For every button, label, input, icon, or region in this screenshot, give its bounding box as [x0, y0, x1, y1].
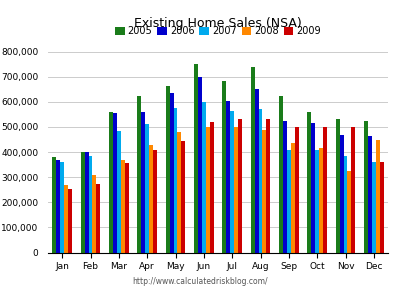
- Bar: [234, 127, 238, 253]
- Bar: [141, 112, 145, 253]
- Bar: [80, 152, 84, 253]
- Bar: [250, 67, 254, 253]
- Bar: [170, 93, 174, 253]
- Bar: [52, 157, 56, 253]
- Bar: [56, 160, 60, 253]
- Bar: [121, 160, 125, 253]
- Bar: [238, 119, 242, 253]
- Bar: [84, 152, 88, 253]
- Bar: [145, 125, 149, 253]
- Bar: [319, 148, 323, 253]
- Text: http://www.calculatedriskblog.com/: http://www.calculatedriskblog.com/: [132, 277, 268, 286]
- Bar: [210, 122, 214, 253]
- Bar: [96, 183, 100, 253]
- Bar: [279, 96, 283, 253]
- Bar: [295, 127, 299, 253]
- Bar: [254, 89, 258, 253]
- Bar: [153, 150, 157, 253]
- Bar: [194, 64, 198, 253]
- Bar: [60, 162, 64, 253]
- Bar: [92, 175, 96, 253]
- Bar: [222, 81, 226, 253]
- Bar: [149, 145, 153, 253]
- Bar: [291, 143, 295, 253]
- Bar: [311, 123, 315, 253]
- Bar: [352, 127, 356, 253]
- Legend: 2005, 2006, 2007, 2008, 2009: 2005, 2006, 2007, 2008, 2009: [111, 22, 325, 40]
- Bar: [137, 96, 141, 253]
- Bar: [283, 121, 287, 253]
- Bar: [198, 77, 202, 253]
- Bar: [226, 101, 230, 253]
- Bar: [174, 108, 178, 253]
- Bar: [109, 112, 113, 253]
- Bar: [323, 127, 327, 253]
- Bar: [307, 112, 311, 253]
- Bar: [230, 111, 234, 253]
- Bar: [262, 129, 266, 253]
- Bar: [258, 109, 262, 253]
- Bar: [315, 150, 319, 253]
- Bar: [368, 136, 372, 253]
- Bar: [117, 131, 121, 253]
- Bar: [182, 141, 186, 253]
- Title: Existing Home Sales (NSA): Existing Home Sales (NSA): [134, 17, 302, 30]
- Bar: [68, 189, 72, 253]
- Bar: [206, 127, 210, 253]
- Bar: [202, 102, 206, 253]
- Bar: [64, 185, 68, 253]
- Bar: [344, 156, 348, 253]
- Bar: [113, 113, 117, 253]
- Bar: [380, 162, 384, 253]
- Bar: [178, 132, 182, 253]
- Bar: [348, 171, 352, 253]
- Bar: [340, 135, 344, 253]
- Bar: [376, 139, 380, 253]
- Bar: [166, 86, 170, 253]
- Bar: [287, 150, 291, 253]
- Bar: [336, 119, 340, 253]
- Bar: [266, 119, 270, 253]
- Bar: [125, 163, 129, 253]
- Bar: [372, 162, 376, 253]
- Bar: [88, 156, 92, 253]
- Bar: [364, 121, 368, 253]
